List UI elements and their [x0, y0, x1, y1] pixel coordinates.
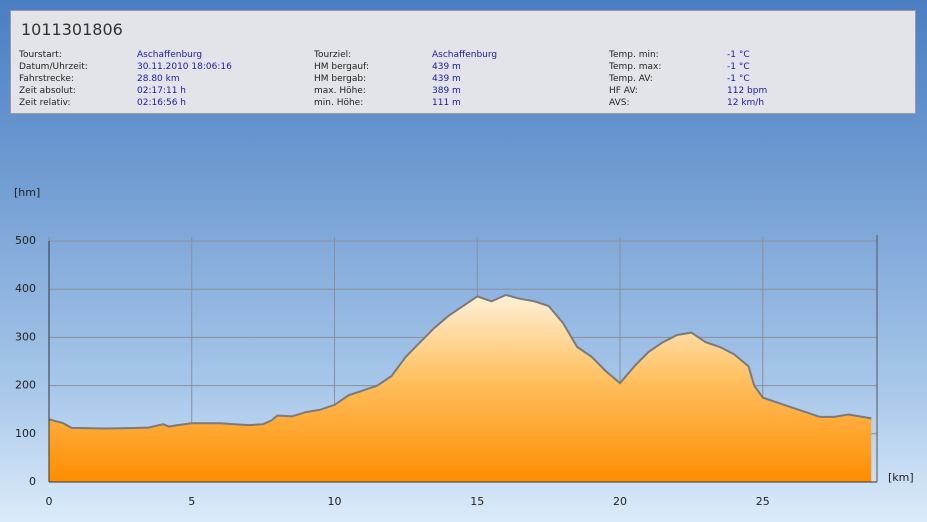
info-label: Datum/Uhrzeit:: [19, 62, 88, 72]
info-label: HM bergauf:: [314, 62, 369, 72]
info-label: min. Höhe:: [314, 98, 364, 108]
info-label: HM bergab:: [314, 74, 367, 84]
y-tick-label: 400: [15, 282, 36, 295]
area: [49, 295, 872, 482]
x-tick-label: 5: [188, 495, 195, 508]
y-tick-label: 0: [29, 475, 36, 488]
info-value: Aschaffenburg: [137, 50, 203, 60]
y-tick-label: 100: [15, 427, 36, 440]
info-label: Zeit absolut:: [19, 86, 76, 96]
info-value: 439 m: [432, 62, 461, 72]
info-label: Temp. AV:: [609, 74, 653, 84]
x-tick-label: 15: [470, 495, 484, 508]
info-value: 439 m: [432, 74, 461, 84]
y-tick-label: 300: [15, 330, 36, 343]
info-label: max. Höhe:: [314, 86, 366, 96]
info-value: 02:16:56 h: [137, 98, 186, 108]
info-value: 28.80 km: [137, 74, 180, 84]
x-tick-label: 25: [756, 495, 770, 508]
info-label: Fahrstrecke:: [19, 74, 74, 84]
info-value: 389 m: [432, 86, 461, 96]
info-value: 30.11.2010 18:06:16: [137, 62, 232, 72]
info-value: Aschaffenburg: [432, 50, 498, 60]
y-tick-label: 200: [15, 379, 36, 392]
y-axis-label: [hm]: [14, 186, 40, 199]
info-value: -1 °C: [727, 74, 750, 84]
info-label: HF AV:: [609, 86, 638, 96]
info-label: AVS:: [609, 98, 630, 108]
info-label: Temp. max:: [609, 62, 662, 72]
info-label: Temp. min:: [609, 50, 659, 60]
info-value: -1 °C: [727, 62, 750, 72]
x-tick-label: 20: [613, 495, 627, 508]
line: [48, 293, 872, 430]
info-panel: 1011301806 Tourstart: Aschaffenburg Datum/…: [10, 10, 916, 114]
info-label: Tourstart:: [19, 50, 62, 60]
x-axis-label: [km]: [888, 471, 914, 484]
y-tick-label: 500: [15, 234, 36, 247]
x-tick-label: 10: [328, 495, 342, 508]
x-tick-label: 0: [46, 495, 53, 508]
info-value: 111 m: [432, 98, 461, 108]
info-value: -1 °C: [727, 50, 750, 60]
info-value: 02:17:11 h: [137, 86, 186, 96]
info-value: 12 km/h: [727, 98, 765, 108]
info-value: 112 bpm: [727, 86, 768, 96]
info-label: Zeit relativ:: [19, 98, 71, 108]
title: 1011301806: [21, 20, 123, 39]
info-label: Tourziel:: [314, 50, 352, 60]
